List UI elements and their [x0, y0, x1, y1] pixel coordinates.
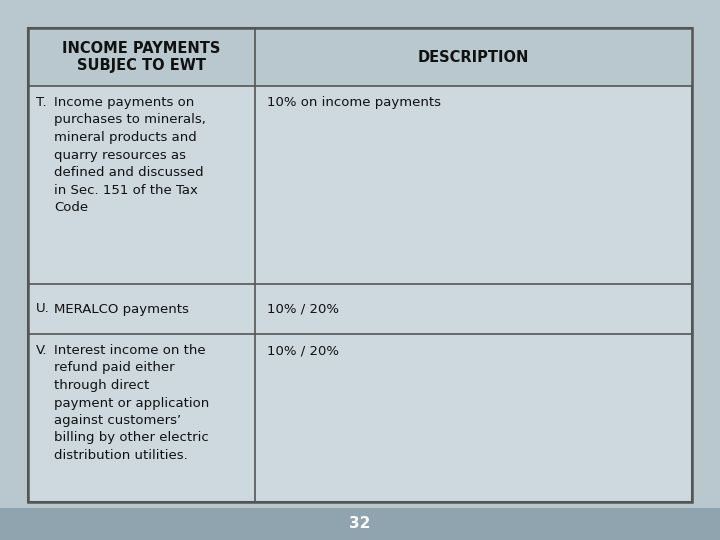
Text: U.: U. — [36, 302, 50, 315]
Text: V.: V. — [36, 344, 48, 357]
Text: T.: T. — [36, 96, 47, 109]
Bar — [255, 28, 692, 86]
Text: Income payments on
purchases to minerals,
mineral products and
quarry resources : Income payments on purchases to minerals… — [54, 96, 206, 214]
Text: 32: 32 — [349, 516, 371, 531]
Text: 10% / 20%: 10% / 20% — [267, 302, 339, 315]
Bar — [28, 28, 692, 502]
Text: MERALCO payments: MERALCO payments — [54, 302, 189, 315]
Bar — [28, 28, 255, 86]
Bar — [0, 508, 720, 540]
Text: 10% on income payments: 10% on income payments — [267, 96, 441, 109]
Text: 10% / 20%: 10% / 20% — [267, 344, 339, 357]
Text: DESCRIPTION: DESCRIPTION — [418, 50, 529, 64]
Bar — [28, 28, 692, 502]
Text: Interest income on the
refund paid either
through direct
payment or application
: Interest income on the refund paid eithe… — [54, 344, 210, 462]
Text: INCOME PAYMENTS
SUBJEC TO EWT: INCOME PAYMENTS SUBJEC TO EWT — [63, 41, 221, 73]
